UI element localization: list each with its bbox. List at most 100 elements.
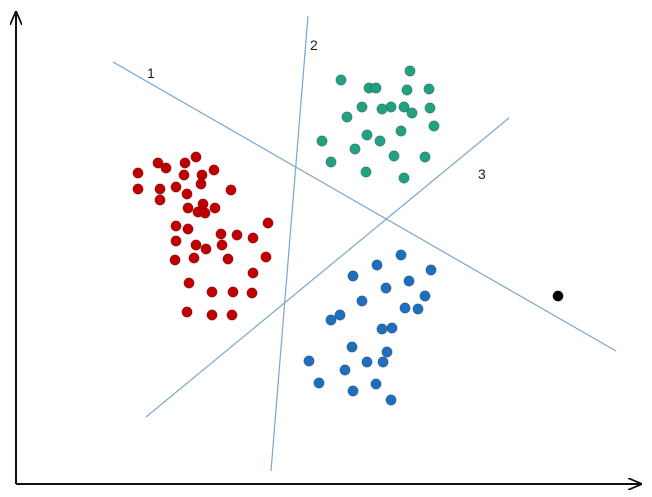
data-point — [325, 156, 337, 168]
separator-lines — [112, 15, 617, 472]
data-point — [404, 65, 416, 77]
data-point — [335, 74, 347, 86]
data-point — [356, 295, 368, 307]
data-point — [347, 385, 359, 397]
data-point — [339, 364, 351, 376]
data-point — [246, 287, 258, 299]
data-point — [181, 306, 193, 318]
line-label-3: 3 — [478, 166, 486, 182]
data-point — [346, 341, 358, 353]
data-point — [349, 143, 361, 155]
data-point — [303, 355, 315, 367]
data-point — [182, 202, 194, 214]
data-point — [206, 309, 218, 321]
data-point — [395, 249, 407, 261]
data-point — [347, 270, 359, 282]
data-point — [226, 309, 238, 321]
data-point — [209, 202, 221, 214]
data-point — [361, 356, 373, 368]
data-point — [247, 267, 259, 279]
data-point — [216, 239, 228, 251]
data-point — [225, 184, 237, 196]
separator-line-3 — [145, 117, 510, 418]
data-point — [325, 314, 337, 326]
data-point — [188, 252, 200, 264]
data-point — [316, 135, 328, 147]
series-2 — [303, 249, 437, 406]
data-point — [424, 102, 436, 114]
line-label-1: 1 — [147, 65, 155, 81]
data-point — [361, 129, 373, 141]
data-point — [206, 286, 218, 298]
data-point — [170, 220, 182, 232]
data-point — [370, 378, 382, 390]
data-point — [370, 82, 382, 94]
data-point — [376, 103, 388, 115]
data-point — [377, 356, 389, 368]
data-point — [374, 135, 386, 147]
data-point — [231, 229, 243, 241]
data-point — [227, 286, 239, 298]
data-point — [423, 83, 435, 95]
data-point — [169, 254, 181, 266]
data-point — [178, 169, 190, 181]
data-point — [262, 217, 274, 229]
data-point — [412, 303, 424, 315]
data-point — [356, 101, 368, 113]
data-point — [425, 264, 437, 276]
separator-line-2 — [270, 15, 309, 472]
data-point — [160, 162, 172, 174]
data-point — [341, 111, 353, 123]
data-point — [552, 290, 564, 302]
data-point — [199, 207, 211, 219]
data-point — [395, 125, 407, 137]
separator-line-1 — [112, 61, 617, 352]
data-point — [428, 120, 440, 132]
data-point — [200, 243, 212, 255]
line-label-2: 2 — [310, 37, 318, 53]
data-point — [398, 172, 410, 184]
data-point — [260, 251, 272, 263]
data-point — [222, 253, 234, 265]
data-point — [195, 178, 207, 190]
series-1 — [316, 65, 440, 184]
data-point — [170, 181, 182, 193]
series-3 — [552, 290, 564, 302]
data-point — [179, 157, 191, 169]
data-point — [132, 167, 144, 179]
data-point — [376, 323, 388, 335]
data-point — [170, 235, 182, 247]
data-point — [181, 188, 193, 200]
data-point — [398, 101, 410, 113]
data-point — [360, 166, 372, 178]
data-point — [182, 223, 194, 235]
data-point — [208, 164, 220, 176]
data-point — [403, 275, 415, 287]
data-point — [154, 183, 166, 195]
data-point — [388, 150, 400, 162]
data-point — [386, 322, 398, 334]
data-points — [132, 65, 564, 406]
data-point — [399, 302, 411, 314]
data-point — [154, 194, 166, 206]
data-point — [371, 259, 383, 271]
data-point — [152, 157, 164, 169]
data-point — [401, 84, 413, 96]
data-point — [190, 151, 202, 163]
data-point — [419, 290, 431, 302]
data-point — [380, 282, 392, 294]
data-point — [419, 151, 431, 163]
data-point — [132, 183, 144, 195]
data-point — [190, 239, 202, 251]
data-point — [313, 377, 325, 389]
data-point — [334, 309, 346, 321]
data-point — [385, 394, 397, 406]
data-point — [381, 346, 393, 358]
data-point — [215, 228, 227, 240]
data-point — [247, 232, 259, 244]
line-labels: 1 2 3 — [147, 37, 486, 182]
data-point — [183, 277, 195, 289]
data-point — [385, 101, 397, 113]
axes — [16, 13, 640, 484]
